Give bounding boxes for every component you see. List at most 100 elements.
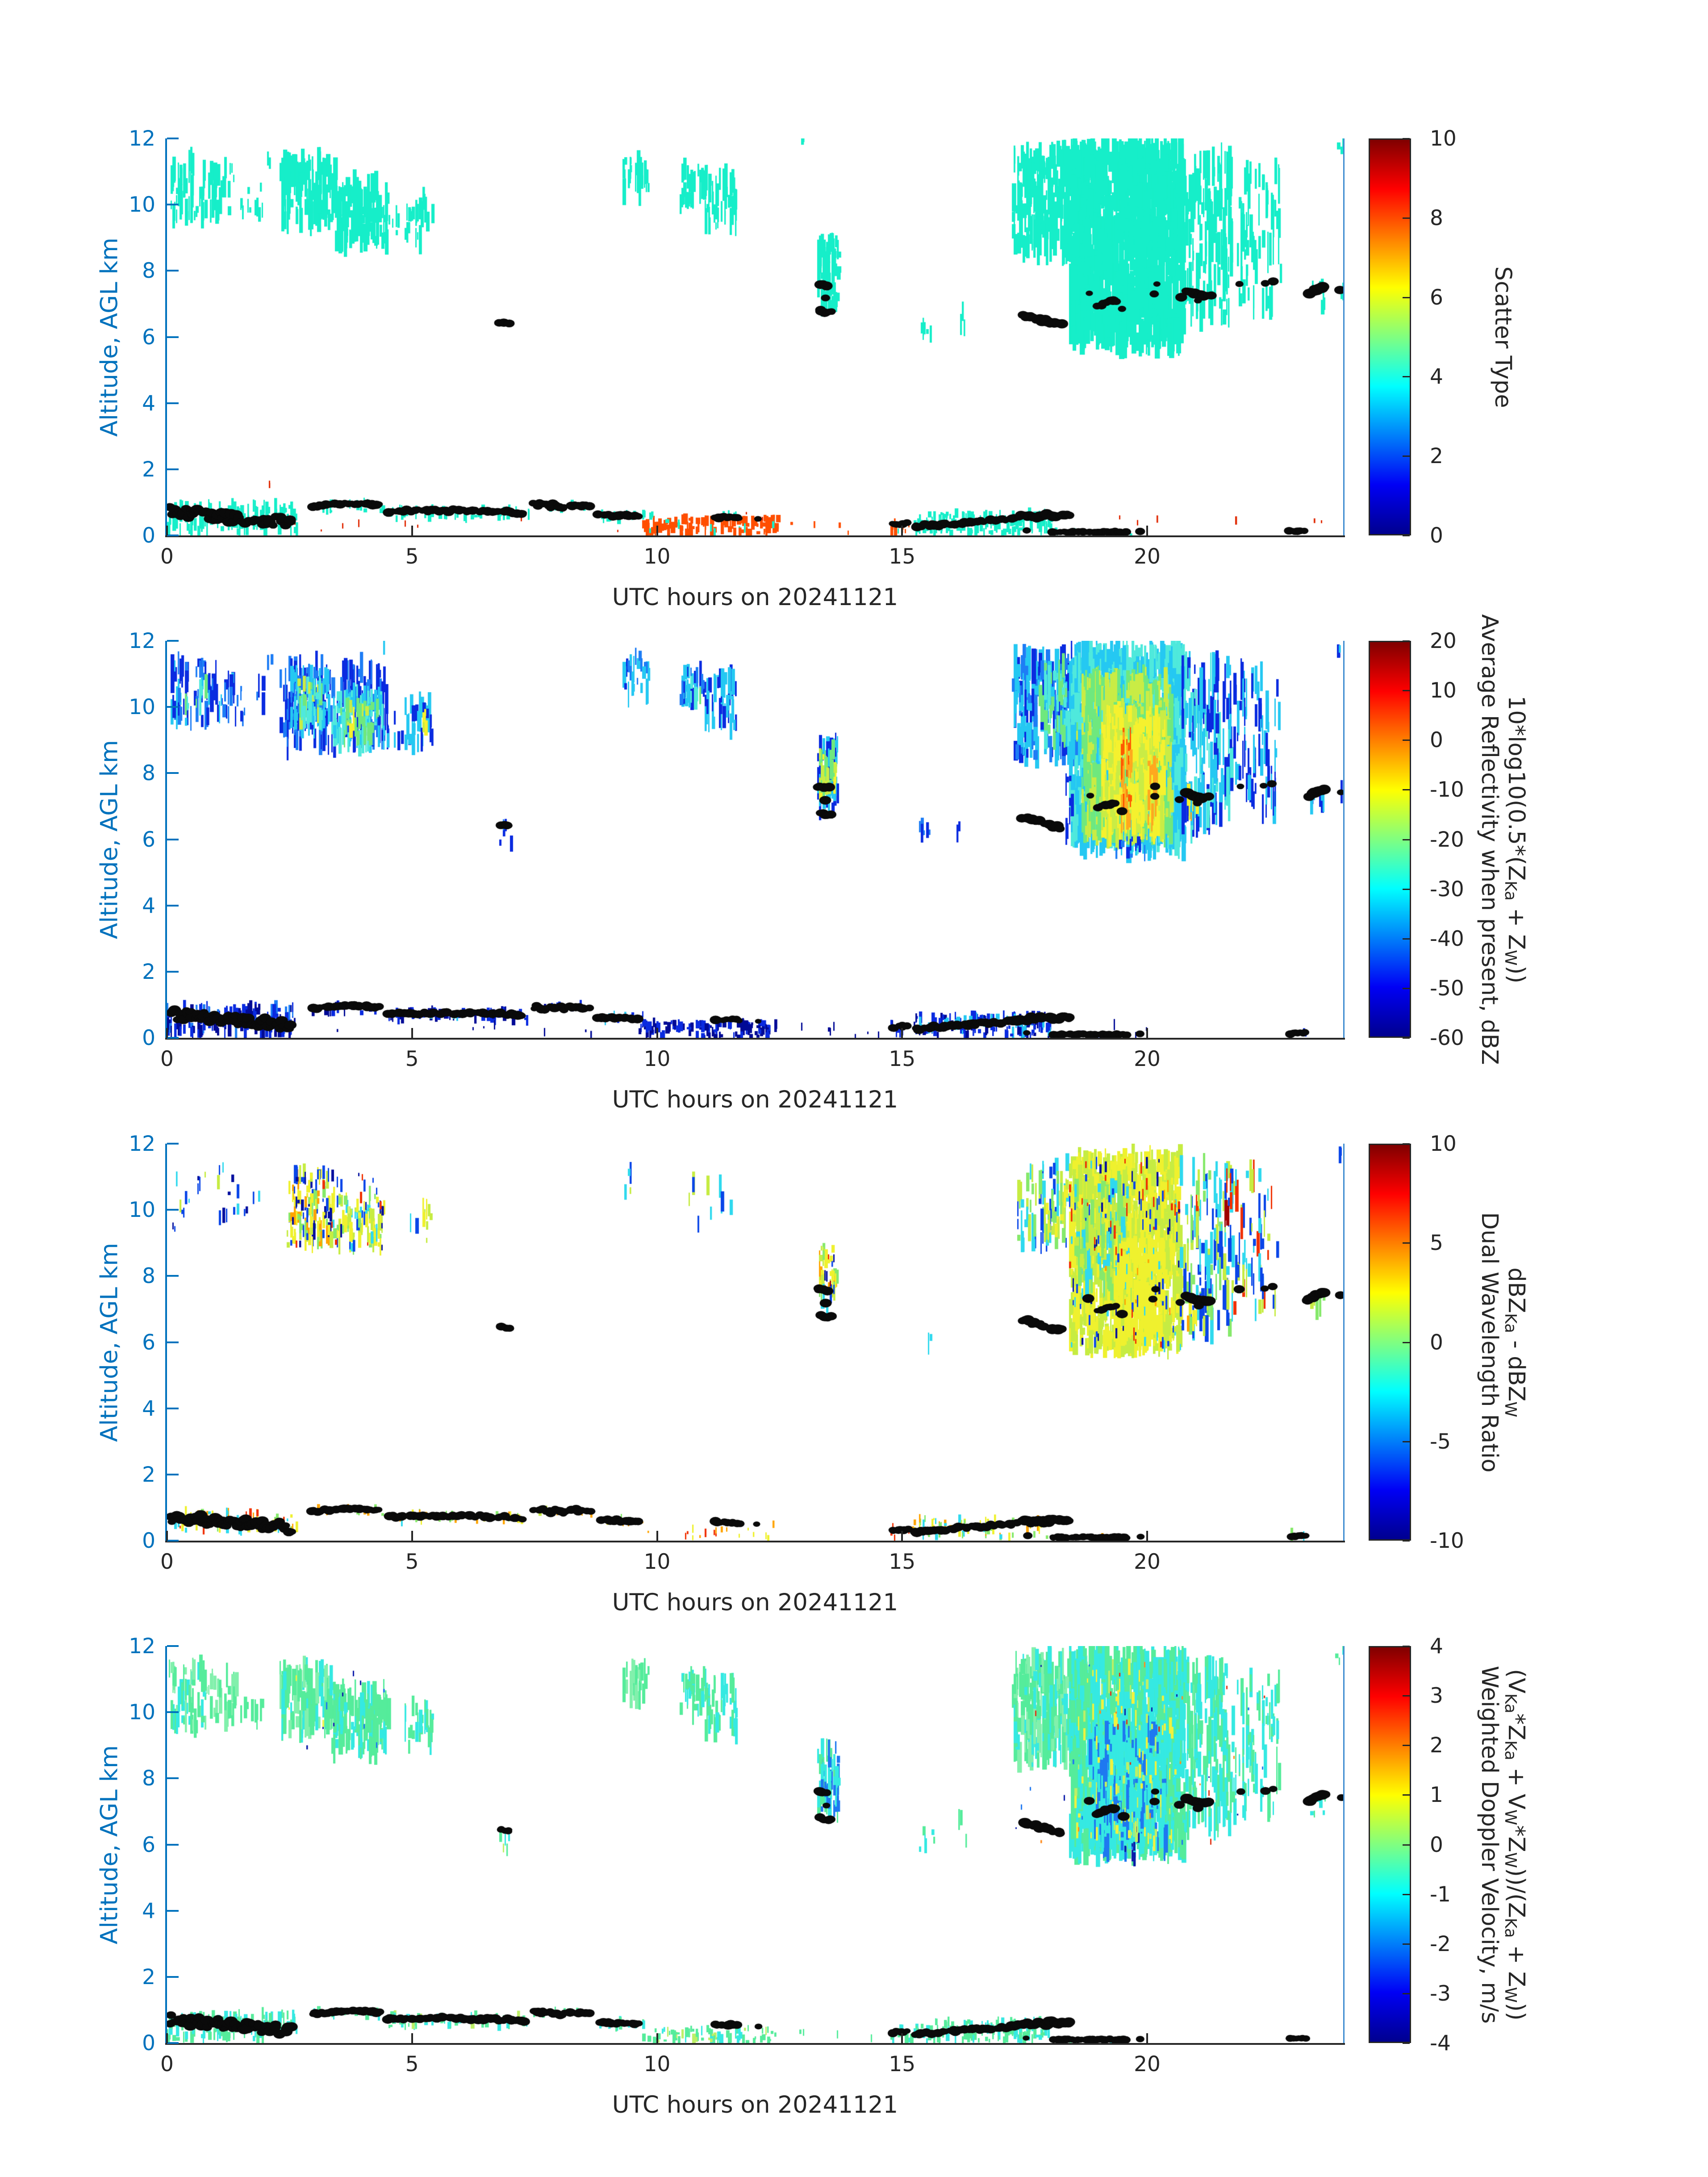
x-tick: [411, 2033, 413, 2043]
x-axis-label: UTC hours on 20241121: [612, 584, 898, 611]
colorbar-tick: [1403, 789, 1410, 791]
colorbar-tick-label: 0: [1430, 1330, 1443, 1355]
colorbar-tick-label: 10: [1430, 1132, 1457, 1156]
y-tick: [167, 1645, 179, 1647]
x-tick-label: 10: [643, 2052, 671, 2077]
y-tick-label: 10: [129, 695, 155, 720]
colorbar-tick: [1403, 1646, 1410, 1647]
y-axis-label: Altitude, AGL km: [96, 740, 123, 939]
x-tick-label: 15: [889, 1047, 916, 1071]
colorbar-tick: [1403, 640, 1410, 642]
colorbar-tick-label: -60: [1430, 1026, 1464, 1050]
colorbar-tick-label: 2: [1430, 444, 1443, 469]
y-tick: [167, 270, 179, 272]
x-tick: [411, 526, 413, 535]
colorbar-tick-label: 0: [1430, 523, 1443, 548]
x-tick-label: 5: [405, 1550, 419, 1574]
colorbar-tick: [1403, 938, 1410, 940]
y-tick: [167, 970, 179, 973]
y-axis-line: [165, 641, 167, 1040]
y-tick-label: 2: [142, 1964, 155, 1989]
y-tick: [167, 904, 179, 907]
colorbar-tick: [1403, 1037, 1410, 1039]
y-axis-label: Altitude, AGL km: [96, 1242, 123, 1442]
x-tick-label: 0: [160, 1550, 174, 1574]
y-tick: [167, 640, 179, 642]
x-tick-label: 0: [160, 2052, 174, 2077]
colorbar-tick: [1403, 888, 1410, 890]
colorbar-tick: [1403, 1695, 1410, 1697]
y-tick-label: 0: [142, 2031, 155, 2056]
colorbar-tick-label: 20: [1430, 629, 1457, 653]
y-tick: [167, 1473, 179, 1475]
colorbar-tick: [1403, 1943, 1410, 1945]
right-axis-line: [1343, 1646, 1345, 2045]
colorbar-tick: [1403, 1341, 1410, 1343]
colorbar-tick: [1403, 1143, 1410, 1145]
colorbar-tick: [1403, 740, 1410, 741]
colorbar-tick-label: 4: [1430, 1634, 1443, 1659]
y-tick-label: 4: [142, 391, 155, 416]
colorbar-tick: [1403, 1540, 1410, 1542]
colorbar-tick-label: 0: [1430, 728, 1443, 753]
colorbar-tick: [1403, 1441, 1410, 1442]
y-tick-label: 0: [142, 1026, 155, 1050]
y-tick: [167, 1711, 179, 1713]
colorbar-tick: [1403, 1993, 1410, 1994]
x-tick: [1146, 2033, 1148, 2043]
y-tick: [167, 1910, 179, 1912]
y-tick-label: 10: [129, 1700, 155, 1725]
y-tick: [167, 1341, 179, 1343]
x-tick: [411, 1531, 413, 1541]
plot-canvas-scatter-type: [167, 138, 1343, 535]
right-axis-line: [1343, 1144, 1345, 1542]
colorbar-tick-label: -40: [1430, 926, 1464, 951]
y-tick-label: 8: [142, 259, 155, 284]
y-tick: [167, 1976, 179, 1978]
x-tick: [166, 2033, 168, 2043]
y-tick-label: 12: [129, 629, 155, 653]
colorbar-label: Weighted Doppler Velocity, m/s (VKa*ZKa +…: [1476, 1666, 1529, 2024]
plot-canvas-dual-wavelength-ratio: [167, 1144, 1343, 1541]
plot-canvas-average-reflectivity: [167, 641, 1343, 1038]
x-tick: [1146, 1531, 1148, 1541]
y-tick-label: 4: [142, 893, 155, 918]
x-tick-label: 15: [889, 2052, 916, 2077]
x-axis-line: [165, 1541, 1345, 1542]
y-tick: [167, 1209, 179, 1211]
y-tick-label: 2: [142, 457, 155, 482]
x-tick: [901, 1531, 903, 1541]
y-tick-label: 4: [142, 1396, 155, 1421]
y-tick-label: 12: [129, 1634, 155, 1659]
colorbar-tick-label: 10: [1430, 126, 1457, 151]
colorbar-tick-label: -2: [1430, 1931, 1451, 1956]
y-tick: [167, 1407, 179, 1409]
colorbar-label-line: Average Reflectivity when present, dBZ: [1476, 614, 1503, 1065]
y-tick-label: 6: [142, 1832, 155, 1857]
x-tick: [656, 1531, 658, 1541]
colorbar-tick-label: -20: [1430, 827, 1464, 852]
y-tick: [167, 468, 179, 470]
x-tick-label: 20: [1134, 1047, 1161, 1071]
y-axis-label: Altitude, AGL km: [96, 237, 123, 437]
colorbar-tick-label: 0: [1430, 1832, 1443, 1857]
colorbar-label-line: dBZKa - dBZW: [1501, 1267, 1530, 1417]
y-tick: [167, 1037, 179, 1039]
plot-canvas-weighted-doppler-velocity: [167, 1646, 1343, 2043]
colorbar-tick: [1403, 455, 1410, 457]
y-axis-label: Altitude, AGL km: [96, 1745, 123, 1944]
colorbar-label-line: Scatter Type: [1490, 266, 1516, 408]
colorbar: [1369, 138, 1411, 535]
colorbar-label-line: Weighted Doppler Velocity, m/s: [1476, 1665, 1503, 2024]
x-tick-label: 0: [160, 1047, 174, 1071]
x-tick: [166, 1531, 168, 1541]
x-tick-label: 5: [405, 544, 419, 569]
colorbar-tick-label: -3: [1430, 1981, 1451, 2006]
y-tick: [167, 1777, 179, 1780]
colorbar-tick-label: -4: [1430, 2031, 1451, 2056]
colorbar-label-line: (VKa*ZKa + VW*ZW))/(ZKa + ZW)): [1501, 1668, 1530, 2021]
colorbar-tick: [1403, 376, 1410, 378]
colorbar-tick-label: -1: [1430, 1882, 1451, 1907]
x-tick-label: 5: [405, 1047, 419, 1071]
x-tick: [901, 1028, 903, 1038]
